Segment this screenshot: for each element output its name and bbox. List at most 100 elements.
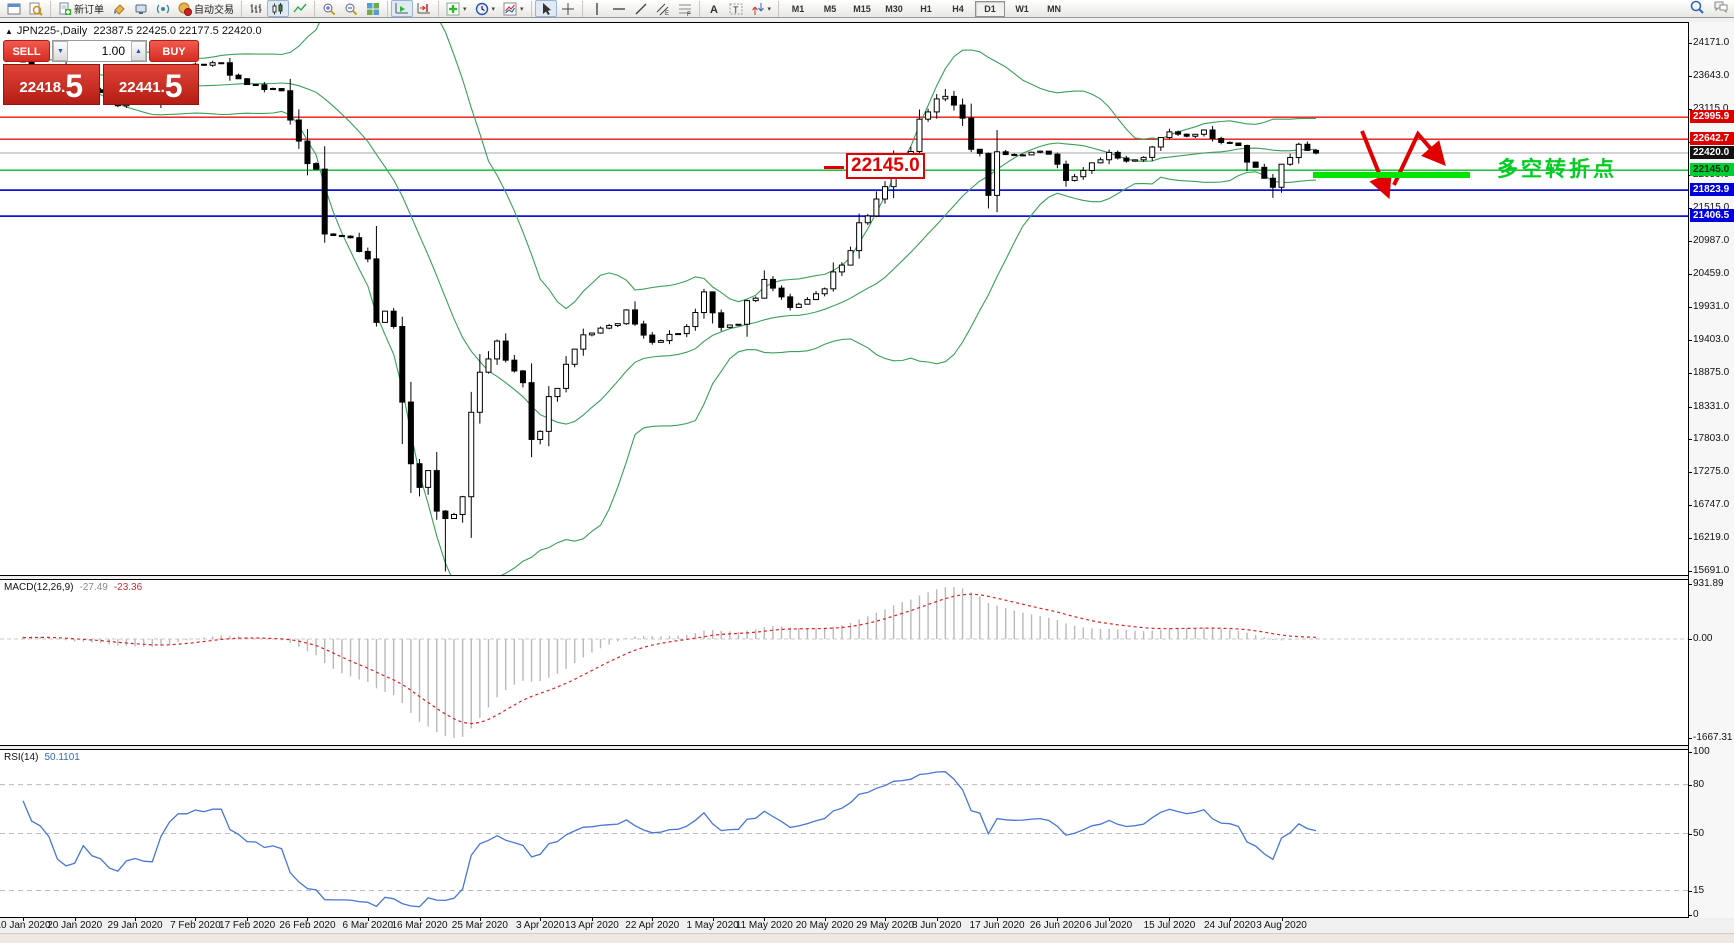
timeframe-button-M30[interactable]: M30 xyxy=(885,3,903,14)
symbol-period-label: JPN225-,Daily xyxy=(16,25,88,37)
date-tick xyxy=(764,918,766,921)
timeframe-button-W1[interactable]: W1 xyxy=(1015,3,1029,14)
date-tick-label: 26 Jun 2020 xyxy=(1029,920,1085,931)
line-chart-button[interactable] xyxy=(289,0,311,17)
autotrade-button[interactable]: 自动交易 xyxy=(174,0,238,17)
fibonacci-button[interactable]: F xyxy=(674,0,696,17)
date-tick xyxy=(1229,918,1231,921)
signals-button[interactable] xyxy=(152,0,174,17)
text-button[interactable]: A xyxy=(703,0,725,17)
tile-windows-button[interactable] xyxy=(362,0,384,17)
buy-price-box[interactable]: 22441. 5 xyxy=(102,64,199,105)
axis-tick-label: 20987.0 xyxy=(1693,235,1730,247)
date-tick xyxy=(936,918,938,921)
timeframe-button-M1[interactable]: M1 xyxy=(791,3,805,14)
horizontal-line-button[interactable] xyxy=(608,0,630,17)
panel-splitter-rsi[interactable] xyxy=(0,745,1688,750)
timeframe-button-H4[interactable]: H4 xyxy=(952,3,964,14)
dropdown-caret-icon[interactable]: ▾ xyxy=(520,5,524,13)
trendline-button[interactable] xyxy=(630,0,652,17)
macd-panel[interactable] xyxy=(0,580,1688,745)
vertical-line-button[interactable] xyxy=(586,0,608,17)
date-tick xyxy=(419,918,421,921)
new-order-button[interactable]: 新订单 xyxy=(54,0,108,17)
rsi-panel[interactable] xyxy=(0,750,1688,917)
zoom-in-button[interactable] xyxy=(318,0,340,17)
text-label-button[interactable]: T xyxy=(725,0,747,17)
buy-button[interactable]: BUY xyxy=(149,40,199,62)
date-tick xyxy=(997,918,999,921)
date-tick-label: 20 Jan 2020 xyxy=(47,920,103,931)
crosshair-button[interactable] xyxy=(557,0,579,17)
bars-chart-icon xyxy=(250,3,262,13)
timeframe-button-D1[interactable]: D1 xyxy=(975,0,1006,17)
axis-tick-label: 18875.0 xyxy=(1693,366,1730,378)
top-toolbar: 新订单 自动交易 ▾ ▾ ▾ E F A T ▾ M1 M5 M15 M30 H1 H4 D1 W1 MN xyxy=(0,0,1734,18)
support-highlight-bar[interactable] xyxy=(1313,172,1470,178)
text-label-icon: T xyxy=(729,3,743,15)
chat-button[interactable] xyxy=(1714,0,1728,17)
auto-scroll-button[interactable] xyxy=(391,0,413,17)
date-axis[interactable]: 10 Jan 2020 20 Jan 2020 29 Jan 2020 7 Feb 2… xyxy=(0,917,1688,934)
text-icon: A xyxy=(710,4,718,16)
volume-value[interactable]: 1.00 xyxy=(101,44,125,58)
price-callout-label[interactable]: 22145.0 xyxy=(846,153,925,179)
signals-icon xyxy=(156,4,170,13)
indicators-icon xyxy=(446,2,460,15)
bars-chart-button[interactable] xyxy=(245,0,267,17)
collapse-triangle-icon[interactable]: ▲ xyxy=(5,27,13,36)
axis-tick xyxy=(1689,738,1692,740)
timeframe-button-M15[interactable]: M15 xyxy=(853,3,871,14)
styles-button[interactable] xyxy=(108,0,130,17)
vertical-line-icon xyxy=(595,2,598,15)
periods-button[interactable]: ▾ xyxy=(471,0,500,17)
axis-tick xyxy=(1689,915,1692,916)
panel-splitter-macd[interactable] xyxy=(0,575,1688,580)
main-chart-area[interactable] xyxy=(0,22,1688,576)
zoom-out-button[interactable] xyxy=(340,0,362,17)
chart-shift-button[interactable] xyxy=(413,0,435,17)
cursor-icon xyxy=(542,2,551,15)
new-chart-button[interactable] xyxy=(3,0,25,17)
window-bottom-edge xyxy=(0,933,1734,943)
date-tick-label: 29 May 2020 xyxy=(856,920,914,931)
candlestick-chart[interactable] xyxy=(0,23,1688,576)
dropdown-caret-icon[interactable]: ▾ xyxy=(767,5,772,13)
axis-tick xyxy=(1689,406,1692,408)
axis-tick xyxy=(1689,639,1692,640)
publish-button[interactable] xyxy=(130,0,152,17)
styles-icon xyxy=(114,3,125,15)
sell-button[interactable]: SELL xyxy=(3,40,50,62)
candles-chart-button[interactable] xyxy=(267,0,289,17)
price-axis[interactable]: 24171.023643.023115.022587.022059.021515… xyxy=(1688,22,1734,920)
one-click-trading-panel: SELL ▼ 1.00 ▲ BUY 22418. 5 22441. 5 xyxy=(3,40,199,105)
turning-point-annotation[interactable]: 多空转折点 xyxy=(1497,158,1617,181)
volume-decrease-button[interactable]: ▼ xyxy=(53,41,68,61)
timeframe-group: M1 M5 M15 M30 H1 H4 D1 W1 MN xyxy=(778,0,1073,17)
date-tick-label: 25 Mar 2020 xyxy=(451,920,508,931)
dropdown-caret-icon[interactable]: ▾ xyxy=(463,5,467,13)
indicators-button[interactable]: ▾ xyxy=(442,0,471,17)
volume-increase-button[interactable]: ▲ xyxy=(131,41,146,61)
equidistant-channel-button[interactable]: E xyxy=(652,0,674,17)
zigzag-arrow-annotation xyxy=(1360,130,1446,200)
templates-button[interactable]: ▾ xyxy=(499,0,528,17)
axis-tick-label: 18331.0 xyxy=(1693,400,1730,412)
timeframe-button-M5[interactable]: M5 xyxy=(823,3,837,14)
axis-tick xyxy=(1689,339,1692,341)
date-tick-label: 11 May 2020 xyxy=(735,920,793,931)
auto-scroll-icon xyxy=(395,2,408,13)
cursor-button[interactable] xyxy=(534,0,557,17)
search-button[interactable] xyxy=(1690,0,1704,17)
profiles-button[interactable] xyxy=(25,0,47,17)
sell-price-box[interactable]: 22418. 5 xyxy=(3,64,100,105)
timeframe-button-MN[interactable]: MN xyxy=(1047,3,1062,14)
publish-icon xyxy=(135,4,147,14)
axis-tick xyxy=(1689,43,1692,44)
candles-layer xyxy=(20,45,1319,572)
date-tick xyxy=(540,918,542,921)
timeframe-button-H1[interactable]: H1 xyxy=(920,3,932,14)
arrows-button[interactable]: ▾ xyxy=(747,0,776,17)
dropdown-caret-icon[interactable]: ▾ xyxy=(491,5,496,13)
